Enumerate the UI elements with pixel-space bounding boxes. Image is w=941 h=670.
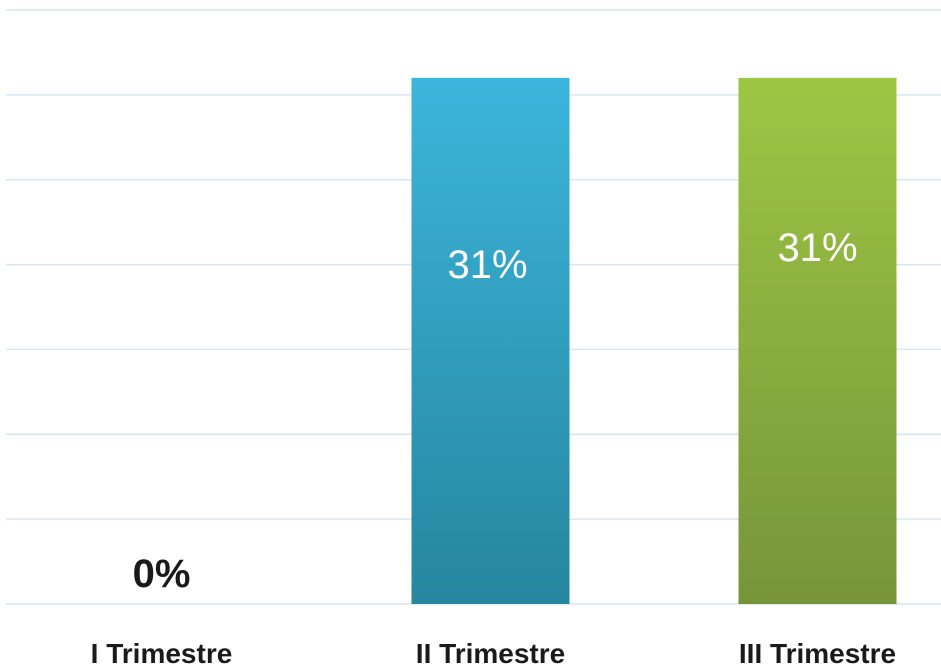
x-tick-label-2: II Trimestre [416, 638, 565, 669]
data-label-3: 31% [777, 226, 857, 270]
x-tick-label-3: III Trimestre [739, 638, 896, 669]
bar-3 [738, 77, 897, 604]
bar-2 [411, 77, 570, 604]
data-label-1: 0% [133, 552, 191, 596]
x-tick-label-1: I Trimestre [91, 638, 233, 669]
bars [411, 77, 897, 604]
data-labels: 0% 31% 31% [133, 226, 858, 596]
x-axis-tick-labels: I Trimestre II Trimestre III Trimestre [91, 638, 896, 669]
data-label-2: 31% [447, 243, 527, 287]
